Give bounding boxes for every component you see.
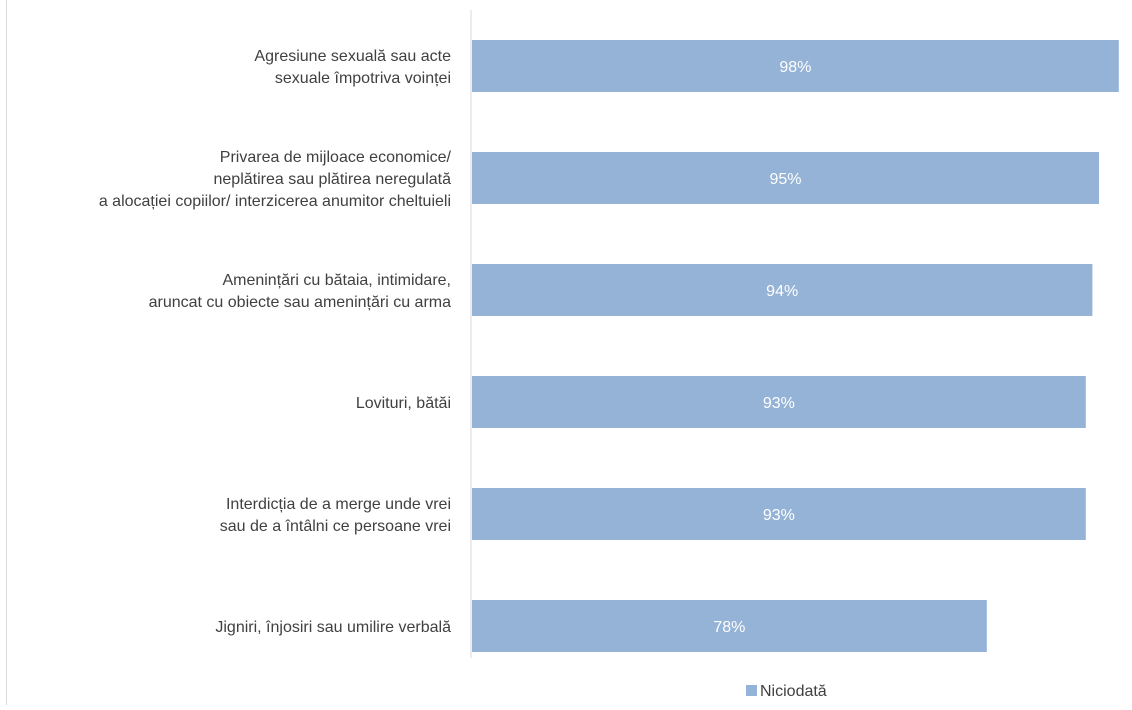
bar-0	[472, 40, 1119, 92]
bar-4	[472, 488, 1086, 540]
bar-value-label-1: 95%	[769, 171, 801, 188]
category-label-4-line-0: Interdicția de a merge unde vrei	[226, 496, 451, 513]
bar-value-label-0: 98%	[779, 59, 811, 76]
category-label-1-line-1: neplătirea sau plătirea neregulată	[214, 171, 452, 188]
category-label-0-line-0: Agresiune sexuală sau acte	[254, 48, 451, 65]
category-label-4-line-1: sau de a întâlni ce persoane vrei	[220, 518, 451, 535]
bar-value-label-4: 93%	[763, 507, 795, 524]
chart-frame-left-edge	[6, 0, 7, 705]
bar-value-label-5: 78%	[713, 619, 745, 636]
bar-3	[472, 376, 1086, 428]
bar-2	[472, 264, 1093, 316]
category-label-0-line-1: sexuale împotriva voinței	[275, 70, 451, 87]
category-label-1-line-2: a alocației copiilor/ interzicerea anumi…	[99, 193, 451, 210]
bars-group: 98% 95% 94% 93% 93% 78%	[472, 40, 1119, 652]
category-label-2-line-1: aruncat cu obiecte sau amenințări cu arm…	[149, 294, 451, 311]
category-label-1-line-0: Privarea de mijloace economice/	[220, 149, 452, 166]
bar-value-label-3: 93%	[763, 395, 795, 412]
legend-label: Niciodată	[760, 683, 827, 700]
bar-value-label-2: 94%	[766, 283, 798, 300]
bar-1	[472, 152, 1099, 204]
legend-swatch	[746, 685, 757, 696]
category-label-2-line-0: Amenințări cu bătaia, intimidare,	[222, 272, 451, 289]
bar-5	[472, 600, 987, 652]
category-labels-group: Agresiune sexuală sau acte sexuale împotr…	[99, 48, 452, 636]
legend: Niciodată	[746, 683, 827, 700]
category-label-5-line-0: Jigniri, înjosiri sau umilire verbală	[215, 619, 451, 636]
category-label-3-line-0: Lovituri, bătăi	[356, 395, 451, 412]
